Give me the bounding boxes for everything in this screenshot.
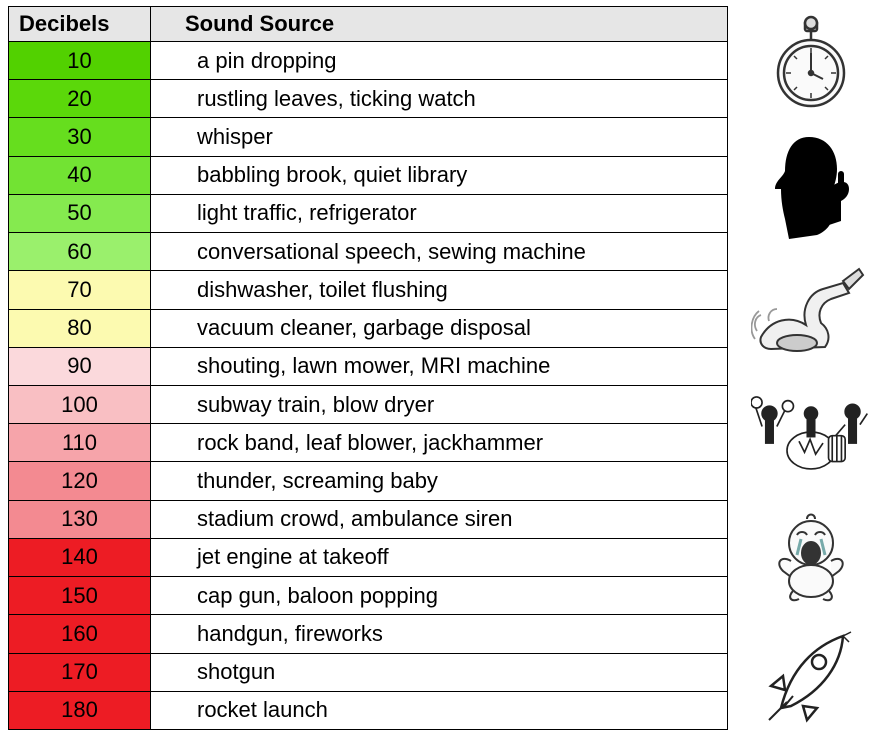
decibel-value: 160: [9, 615, 151, 653]
band-icon: [751, 379, 871, 484]
header-source: Sound Source: [151, 7, 728, 42]
decibel-value: 60: [9, 233, 151, 271]
table-row: 20rustling leaves, ticking watch: [9, 80, 728, 118]
table-row: 80vacuum cleaner, garbage disposal: [9, 309, 728, 347]
stopwatch-icon: [751, 10, 871, 115]
table-row: 130stadium crowd, ambulance siren: [9, 500, 728, 538]
decibel-value: 10: [9, 42, 151, 80]
sound-source: shotgun: [151, 653, 728, 691]
decibel-value: 130: [9, 500, 151, 538]
header-decibels: Decibels: [9, 7, 151, 42]
decibel-value: 140: [9, 538, 151, 576]
table-row: 160handgun, fireworks: [9, 615, 728, 653]
illustration-column: [746, 6, 876, 730]
sound-source: handgun, fireworks: [151, 615, 728, 653]
sound-source: stadium crowd, ambulance siren: [151, 500, 728, 538]
sound-source: subway train, blow dryer: [151, 385, 728, 423]
table-row: 100subway train, blow dryer: [9, 385, 728, 423]
decibel-value: 40: [9, 156, 151, 194]
sound-source: light traffic, refrigerator: [151, 194, 728, 232]
decibel-value: 170: [9, 653, 151, 691]
decibel-value: 30: [9, 118, 151, 156]
sound-source: cap gun, baloon popping: [151, 577, 728, 615]
table-row: 50light traffic, refrigerator: [9, 194, 728, 232]
table-row: 40babbling brook, quiet library: [9, 156, 728, 194]
table-row: 70dishwasher, toilet flushing: [9, 271, 728, 309]
table-row: 30whisper: [9, 118, 728, 156]
sound-source: vacuum cleaner, garbage disposal: [151, 309, 728, 347]
decibel-value: 150: [9, 577, 151, 615]
sound-source: shouting, lawn mower, MRI machine: [151, 347, 728, 385]
table-row: 150cap gun, baloon popping: [9, 577, 728, 615]
table-row: 170shotgun: [9, 653, 728, 691]
shush-silhouette-icon: [751, 133, 871, 238]
sound-source: jet engine at takeoff: [151, 538, 728, 576]
decibel-value: 120: [9, 462, 151, 500]
decibel-value: 180: [9, 691, 151, 729]
table-row: 10a pin dropping: [9, 42, 728, 80]
crying-baby-icon: [751, 502, 871, 607]
table-row: 120thunder, screaming baby: [9, 462, 728, 500]
decibel-value: 100: [9, 385, 151, 423]
sound-source: a pin dropping: [151, 42, 728, 80]
table-row: 180rocket launch: [9, 691, 728, 729]
sound-source: conversational speech, sewing machine: [151, 233, 728, 271]
table-row: 110rock band, leaf blower, jackhammer: [9, 424, 728, 462]
sound-source: thunder, screaming baby: [151, 462, 728, 500]
table-row: 60conversational speech, sewing machine: [9, 233, 728, 271]
decibel-value: 90: [9, 347, 151, 385]
sound-source: babbling brook, quiet library: [151, 156, 728, 194]
decibel-value: 110: [9, 424, 151, 462]
decibel-value: 80: [9, 309, 151, 347]
sound-source: rock band, leaf blower, jackhammer: [151, 424, 728, 462]
sound-source: dishwasher, toilet flushing: [151, 271, 728, 309]
sound-source: whisper: [151, 118, 728, 156]
decibel-value: 20: [9, 80, 151, 118]
table-row: 90shouting, lawn mower, MRI machine: [9, 347, 728, 385]
decibel-value: 50: [9, 194, 151, 232]
vacuum-icon: [751, 256, 871, 361]
table-row: 140jet engine at takeoff: [9, 538, 728, 576]
rocket-icon: [751, 625, 871, 730]
sound-source: rustling leaves, ticking watch: [151, 80, 728, 118]
decibel-table: Decibels Sound Source 10a pin dropping20…: [8, 6, 728, 730]
decibel-value: 70: [9, 271, 151, 309]
sound-source: rocket launch: [151, 691, 728, 729]
